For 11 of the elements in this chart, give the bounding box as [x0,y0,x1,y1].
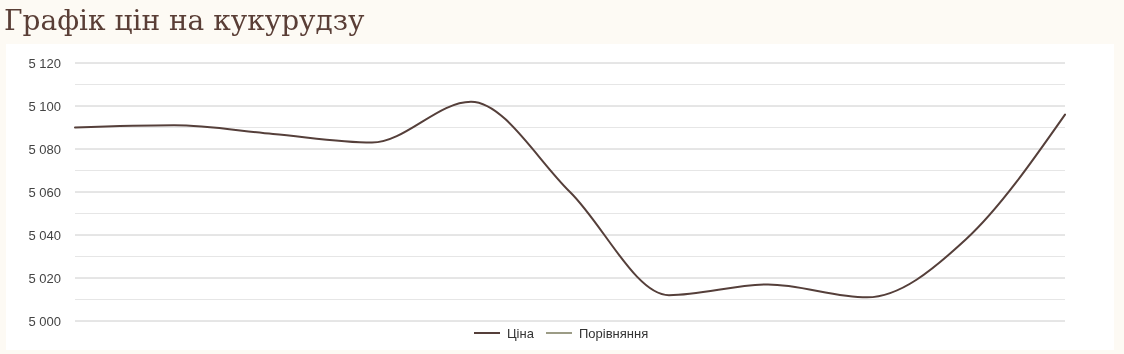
y-tick-label: 5 100 [28,98,61,114]
y-tick-label: 5 020 [28,270,61,286]
y-tick-label: 5 080 [28,141,61,157]
legend-label: Порівняння [579,325,649,341]
y-tick-label: 5 040 [28,227,61,243]
line-series [74,100,1066,299]
legend-label: Ціна [507,325,535,341]
y-tick-label: 5 120 [28,55,61,71]
chart-title: Графік цін на кукурудзу [4,4,366,37]
y-tick-label: 5 060 [28,184,61,200]
y-tick-label: 5 000 [28,313,61,329]
